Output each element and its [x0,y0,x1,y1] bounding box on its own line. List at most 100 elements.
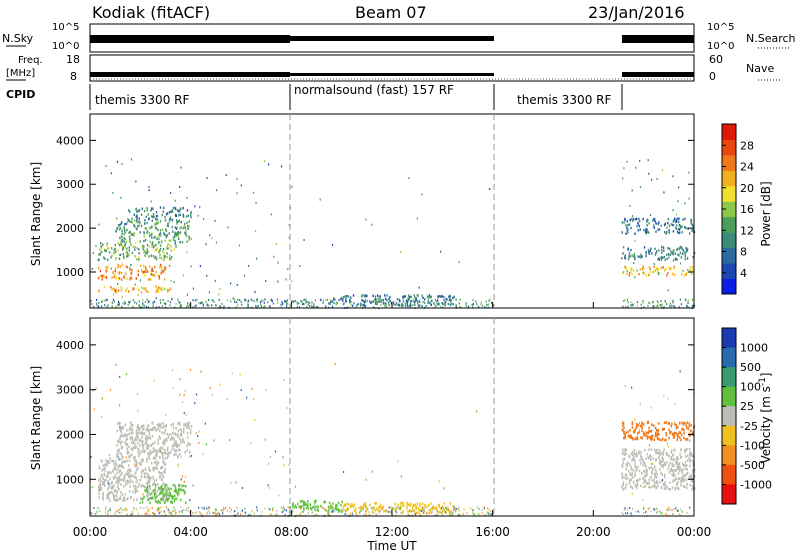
velocity-echo-region-4 [621,447,696,491]
freq-trace-2 [290,73,494,76]
x-tick-label-3: 12:00 [375,525,410,539]
power-y-tick-label-1000: 1000 [56,266,84,279]
velocity-echo-region-1 [98,457,167,489]
velocity-colorbar-swatch-2 [722,367,736,388]
power-echo-region-0 [98,285,172,294]
velocity-colorbar-tick-label-2: 100 [740,381,761,394]
power-y-axis: 1000 2000 3000 4000 [56,134,694,279]
freq-label-line1: Freq. [18,55,43,66]
power-echo-region-1 [97,263,167,281]
power-colorbar-frame [721,123,737,295]
x-tick-label-6: 00:00 [677,525,712,539]
velocity-colorbar-swatch-5 [722,425,736,446]
cpid-segment-1: themis 3300 RF [95,93,189,107]
power-colorbar-swatch-9 [722,139,736,156]
nave-right-tick-top: 60 [709,53,723,66]
velocity-colorbar-swatch-0 [722,328,736,349]
velocity-colorbar-swatch-4 [722,406,736,427]
power-y-tick-label-3000: 3000 [56,178,84,191]
velocity-echo-region-3 [141,483,187,505]
noise-trace-3 [622,35,694,43]
power-echo-region-5 [622,265,694,277]
power-colorbar-tick-label-28: 28 [740,139,754,152]
velocity-colorbar-swatch-1 [722,347,736,368]
noise-trace-2 [290,36,494,41]
power-echo-region-4 [128,206,192,222]
power-panel-frame [89,113,695,309]
nsearch-label: N.Search [746,32,796,45]
power-colorbar-tick-label-16: 16 [740,203,754,216]
power-y-axis-label: Slant Range [km] [29,162,43,266]
power-y-tick-label-4000: 4000 [56,134,84,147]
power-colorbar-swatch-1 [722,263,736,280]
nsky-label: N.Sky [2,32,34,45]
velocity-panel-frame [89,317,695,517]
velocity-echo-region-2 [116,421,193,460]
cpid-segment-3: themis 3300 RF [517,93,611,107]
noise-right-tick-bottom: 10^0 [707,41,734,52]
power-colorbar-swatch-7 [722,170,736,187]
power-colorbar-swatch-8 [722,154,736,171]
velocity-colorbar-swatch-3 [722,386,736,407]
velocity-data-layer [90,363,696,518]
freq-trace-1 [90,72,290,77]
noise-left-tick-bottom: 10^0 [52,41,79,52]
velocity-colorbar-tick-label-5: -100 [740,439,765,452]
velocity-colorbar-frame [721,327,737,505]
power-colorbar-tick-label-8: 8 [740,246,747,259]
x-tick-label-0: 00:00 [73,525,108,539]
power-colorbar-swatch-6 [722,185,736,202]
power-colorbar-swatch-0 [722,278,736,295]
velocity-colorbar: 1000 500 100 25 -25 -100 -500 -1000 [722,328,772,505]
velocity-colorbar-tick-label-4: -25 [740,420,758,433]
power-echo-region-6 [621,245,696,262]
velocity-colorbar-tick-label-0: 1000 [740,342,768,355]
power-colorbar-swatch-3 [722,232,736,249]
velocity-y-axis: 1000 2000 3000 4000 [56,339,694,486]
power-colorbar-swatch-2 [722,247,736,264]
power-colorbar-tick-label-4: 4 [740,267,747,280]
power-colorbar-label: Power [dB] [759,181,773,246]
velocity-y-tick-label-4000: 4000 [56,339,84,352]
power-echo-region-7 [621,217,696,235]
velocity-colorbar-swatch-8 [722,484,736,505]
cpid-label: CPID [6,88,35,101]
power-colorbar-swatch-5 [722,201,736,218]
freq-label-line2: [MHz] [6,68,35,79]
freq-trace-3 [622,72,694,77]
power-colorbar-swatch-10 [722,124,736,140]
x-axis-label: Time UT [366,539,417,553]
power-colorbar-swatch-4 [722,216,736,233]
power-colorbar-tick-label-24: 24 [740,161,754,174]
noise-right-tick-top: 10^5 [707,22,734,33]
station-title: Kodiak (fitACF) [92,3,210,22]
noise-trace-1 [90,35,290,43]
power-echo-region-3 [115,219,192,244]
date-title: 23/Jan/2016 [588,3,685,22]
freq-left-tick-top: 18 [66,53,80,66]
x-tick-label-1: 04:00 [173,525,208,539]
power-data-layer [90,158,696,310]
beam-title: Beam 07 [355,3,427,22]
power-y-tick-label-2000: 2000 [56,222,84,235]
velocity-echo-region-5 [621,421,696,442]
velocity-colorbar-label: Velocity [m s-1] [758,373,773,464]
velocity-colorbar-tick-label-3: 25 [740,400,754,413]
freq-left-tick-bottom: 8 [70,70,77,83]
noise-left-tick-top: 10^5 [52,22,79,33]
freq-panel-frame [89,54,695,82]
x-axis: 00:00 04:00 08:00 12:00 16:00 20:00 00:00 [73,302,712,539]
velocity-colorbar-swatch-7 [722,464,736,485]
velocity-y-axis-label: Slant Range [km] [29,366,43,470]
velocity-y-tick-label-3000: 3000 [56,384,84,397]
nave-label: Nave [746,62,774,75]
velocity-y-tick-label-2000: 2000 [56,428,84,441]
velocity-colorbar-tick-label-6: -500 [740,459,765,472]
velocity-y-tick-label-1000: 1000 [56,473,84,486]
velocity-colorbar-swatch-6 [722,445,736,466]
x-tick-label-2: 08:00 [274,525,309,539]
x-tick-label-4: 16:00 [475,525,510,539]
power-colorbar-tick-label-12: 12 [740,224,754,237]
cpid-segment-2: normalsound (fast) 157 RF [294,83,454,97]
